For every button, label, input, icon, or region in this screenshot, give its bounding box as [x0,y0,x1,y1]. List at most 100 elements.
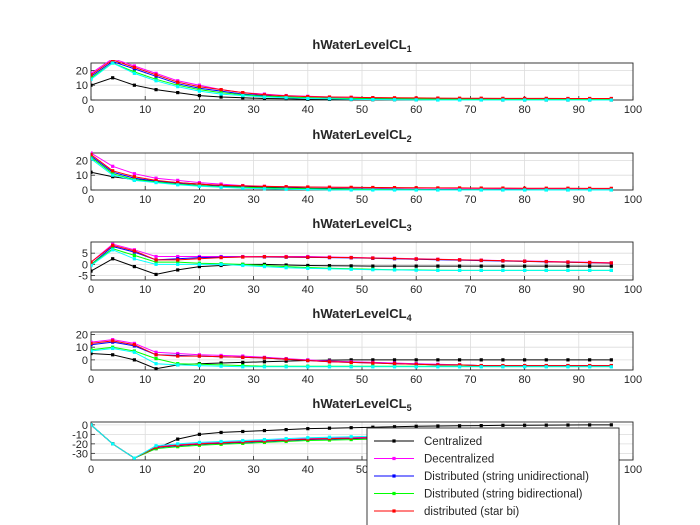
data-point [566,188,570,192]
x-tick-label: 10 [139,374,151,386]
data-point [436,98,440,102]
data-point [501,96,505,100]
data-point [349,360,353,364]
data-point [262,184,267,189]
data-point [262,255,267,259]
data-point [371,96,375,100]
data-point [91,83,93,87]
plot-area [91,242,613,277]
data-point [523,268,527,272]
data-point [371,268,375,272]
data-point [479,358,483,362]
data-point [284,94,288,98]
data-point [111,346,115,351]
data-point [327,185,332,189]
data-point [219,262,223,266]
data-point [197,262,201,266]
data-point [566,358,570,362]
data-point [176,254,180,259]
data-point [588,358,592,362]
subplot-title-text: hWaterLevelCL [312,396,406,411]
subplot-title-subscript: 1 [407,44,412,54]
data-point [197,432,201,436]
data-point [479,268,483,272]
data-point [371,361,375,365]
data-point [523,186,527,190]
data-point [91,260,93,264]
data-point [349,256,353,260]
x-tick-label: 40 [302,104,314,116]
x-tick-label: 100 [624,104,642,116]
data-point [457,363,462,367]
data-point [132,83,136,87]
data-point [197,440,201,445]
data-point [436,268,440,272]
data-point [609,186,613,190]
data-point [609,98,613,102]
data-point [111,243,115,247]
data-point [241,184,245,188]
data-point [414,358,418,362]
data-point [262,360,267,364]
x-tick-label: 100 [624,284,642,296]
x-tick-label: 60 [410,104,422,116]
x-tick-label: 70 [464,194,476,206]
x-tick-label: 30 [247,374,259,386]
data-point [436,264,440,268]
data-point [154,79,158,83]
data-point [306,427,310,431]
subplot-title-text: hWaterLevelCL [312,216,406,231]
data-point [197,363,201,368]
data-point [154,444,158,448]
data-point [414,257,418,261]
data-point [241,255,245,259]
data-point [566,264,570,268]
data-point [176,351,180,356]
data-point [219,256,223,260]
data-point [241,438,245,443]
y-tick-label: 0 [82,185,88,197]
y-tick-label: 10 [76,342,88,354]
data-point [544,260,548,264]
data-point [544,96,548,100]
subplot-5: hWaterLevelCL50102030405060708090100-30-… [72,396,642,476]
data-point [132,350,136,354]
data-point [241,93,245,98]
x-tick-label: 0 [88,194,94,206]
legend-entry: Distributed (string bidirectional) [374,489,583,501]
x-tick-label: 50 [356,284,368,296]
data-point [219,439,223,444]
data-point [241,365,245,369]
data-point [588,423,592,427]
data-point [176,260,180,264]
data-point [609,423,613,427]
data-point [349,185,353,189]
data-point [306,358,310,363]
data-point [219,355,223,359]
data-point [219,361,223,365]
data-point [327,188,332,192]
data-point [262,428,267,433]
data-point [197,89,201,93]
data-point [457,96,462,100]
data-point [197,93,201,98]
subplot-title-text: hWaterLevelCL [312,127,406,142]
subplot-title-text: hWaterLevelCL [312,37,406,52]
legend-label: Distributed (string unidirectional) [424,471,589,483]
plot-area [91,60,613,102]
data-point [327,267,332,271]
legend-entry: Distributed (string unidirectional) [374,471,589,483]
data-point [544,358,548,362]
data-point [154,260,158,264]
x-tick-label: 90 [573,104,585,116]
data-point [154,254,158,259]
x-tick-label: 50 [356,194,368,206]
data-point [392,186,397,190]
y-tick-label: 5 [82,248,88,260]
y-tick-label: 0 [82,95,88,107]
x-tick-label: 10 [139,464,151,476]
data-point [284,96,288,100]
